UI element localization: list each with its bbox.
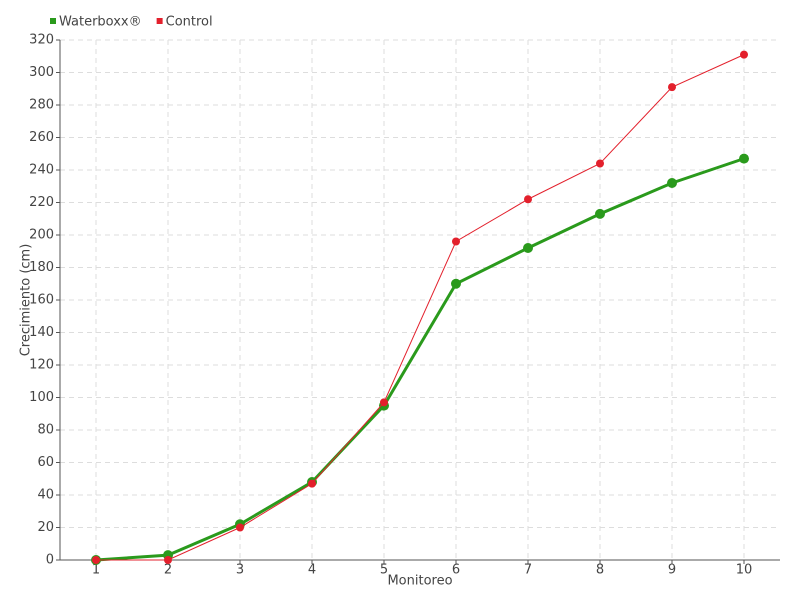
legend-swatch: [50, 18, 56, 24]
x-tick-label: 7: [524, 563, 532, 578]
x-axis-label: Monitoreo: [387, 574, 452, 589]
y-tick-label: 120: [29, 358, 54, 373]
y-tick-label: 0: [46, 553, 54, 568]
y-tick-label: 40: [37, 488, 54, 503]
data-point: [523, 243, 533, 253]
data-point: [92, 556, 100, 564]
y-tick-label: 260: [29, 130, 54, 145]
y-tick-label: 100: [29, 390, 54, 405]
legend-label: Waterboxx®: [59, 15, 142, 30]
y-axis-label: Crecimiento (cm): [19, 244, 34, 357]
y-tick-label: 240: [29, 163, 54, 178]
data-point: [524, 195, 532, 204]
series-line: [96, 54, 745, 561]
x-tick-label: 6: [452, 563, 460, 578]
legend-label: Control: [166, 15, 213, 30]
x-tick-label: 2: [164, 563, 172, 578]
data-point: [596, 159, 604, 168]
data-point: [452, 237, 460, 246]
x-tick-label: 3: [236, 563, 244, 578]
x-tick-label: 1: [92, 563, 100, 578]
y-tick-label: 60: [37, 455, 54, 470]
data-point: [236, 523, 244, 532]
y-tick-label: 140: [29, 325, 54, 340]
x-tick-label: 4: [308, 563, 316, 578]
y-tick-label: 160: [29, 293, 54, 308]
data-point: [739, 153, 749, 164]
y-tick-label: 300: [29, 65, 54, 80]
y-tick-label: 80: [37, 423, 54, 438]
data-point: [308, 479, 316, 488]
x-tick-label: 9: [668, 563, 676, 578]
x-tick-label: 8: [596, 563, 604, 578]
x-tick-label: 5: [380, 563, 388, 578]
legend-swatch: [156, 18, 163, 24]
data-point: [667, 178, 677, 188]
y-tick-label: 180: [29, 260, 54, 275]
x-tick-label: 10: [736, 563, 753, 578]
series-line: [95, 157, 745, 562]
y-tick-label: 320: [29, 33, 54, 48]
data-point: [595, 208, 605, 219]
y-tick-label: 20: [37, 520, 54, 535]
y-tick-label: 220: [29, 195, 54, 210]
data-point: [451, 278, 461, 289]
data-point: [164, 556, 172, 564]
y-tick-label: 280: [29, 98, 54, 113]
data-point: [740, 50, 748, 59]
data-point: [380, 398, 388, 407]
y-tick-label: 200: [29, 228, 54, 243]
data-point: [668, 83, 676, 92]
